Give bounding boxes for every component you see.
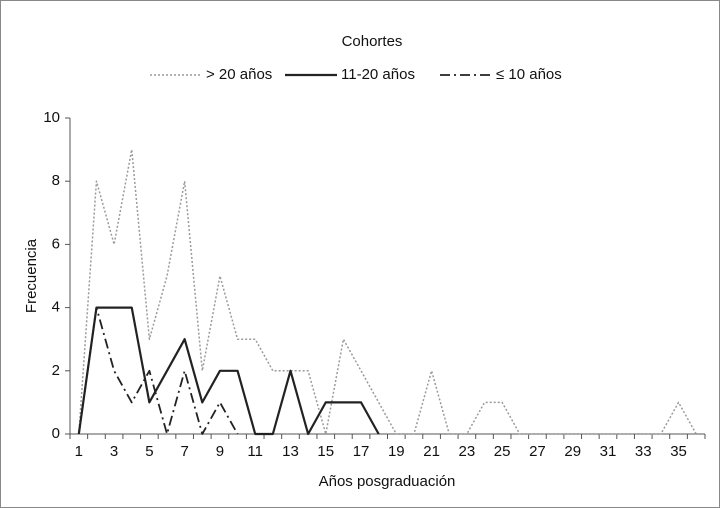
x-tick-label: 31 — [600, 443, 617, 460]
x-axis-label: Años posgraduación — [319, 473, 456, 490]
y-tick-label: 6 — [52, 235, 60, 252]
legend-label: 11-20 años — [341, 66, 415, 83]
legend-label: > 20 años — [206, 66, 272, 83]
x-tick-label: 9 — [216, 443, 224, 460]
legend-label: ≤ 10 años — [496, 66, 562, 83]
y-tick-label: 10 — [43, 109, 60, 126]
x-tick-label: 1 — [75, 443, 83, 460]
y-tick-label: 8 — [52, 172, 60, 189]
x-tick-label: 21 — [423, 443, 440, 460]
x-tick-label: 23 — [459, 443, 476, 460]
series-line — [77, 306, 380, 436]
x-tick-label: 29 — [564, 443, 581, 460]
x-tick-label: 7 — [180, 443, 188, 460]
x-tick-label: 17 — [353, 443, 370, 460]
x-tick-label: 15 — [317, 443, 334, 460]
series-line — [77, 306, 239, 435]
x-tick-label: 27 — [529, 443, 546, 460]
x-tick-label: 25 — [494, 443, 511, 460]
y-axis-label: Frecuencia — [23, 238, 40, 313]
x-tick-label: 3 — [110, 443, 118, 460]
x-tick-label: 19 — [388, 443, 405, 460]
x-tick-label: 33 — [635, 443, 652, 460]
y-tick-label: 4 — [52, 299, 60, 316]
x-tick-label: 35 — [670, 443, 687, 460]
x-tick-label: 11 — [247, 443, 263, 460]
y-tick-label: 2 — [52, 362, 60, 379]
legend-title: Cohortes — [342, 33, 403, 50]
x-tick-label: 13 — [282, 443, 299, 460]
x-tick-label: 5 — [145, 443, 153, 460]
y-tick-label: 0 — [52, 425, 60, 442]
